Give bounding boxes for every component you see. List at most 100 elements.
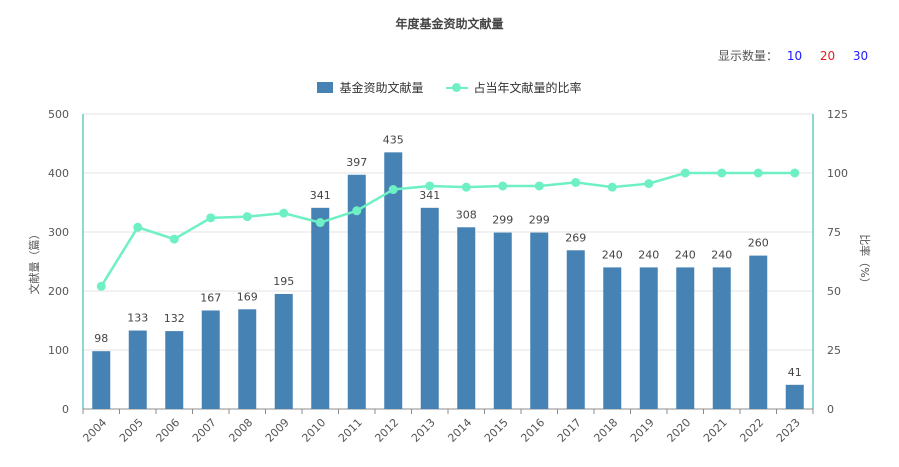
bar-value-label: 132 [164, 312, 185, 325]
x-tick-label: 2015 [482, 416, 511, 445]
bar [493, 232, 512, 409]
bar-value-label: 41 [788, 366, 802, 379]
legend-line-label: 占当年文献量的比率 [473, 81, 582, 95]
chart-title: 年度基金资助文献量 [395, 17, 504, 31]
bar-value-label: 299 [492, 214, 513, 227]
bar [347, 174, 366, 409]
bar [384, 152, 403, 409]
bar-value-label: 299 [529, 214, 550, 227]
x-tick-label: 2012 [372, 416, 401, 445]
bar-value-label: 341 [310, 189, 331, 202]
x-tick-label: 2022 [737, 416, 766, 445]
rate-point [352, 206, 362, 216]
bar [639, 267, 658, 409]
bar-value-label: 133 [127, 312, 148, 325]
bar [457, 227, 476, 409]
bar-value-label: 195 [273, 275, 294, 288]
count-option-10[interactable]: 10 [786, 48, 803, 63]
x-tick-label: 2019 [628, 416, 657, 445]
x-tick-label: 2005 [117, 416, 146, 445]
rate-point [242, 212, 252, 222]
rate-point [644, 179, 654, 189]
bar [311, 207, 330, 409]
x-tick-label: 2017 [555, 416, 584, 445]
bar-value-label: 167 [200, 291, 221, 304]
legend-item-line[interactable]: 占当年文献量的比率 [445, 79, 582, 96]
rate-point [206, 213, 216, 223]
chart-legend: 基金资助文献量 占当年文献量的比率 [0, 79, 899, 96]
bar-value-label: 260 [748, 237, 769, 250]
y2-tick-label: 0 [827, 403, 834, 416]
bar [238, 309, 257, 409]
bar [92, 351, 111, 409]
x-tick-label: 2021 [701, 416, 730, 445]
bar [165, 331, 184, 409]
rate-point [96, 281, 106, 291]
bar-value-label: 341 [419, 189, 440, 202]
legend-bar-swatch [317, 82, 334, 93]
y-tick-label: 200 [48, 285, 69, 298]
y2-tick-label: 125 [827, 108, 848, 121]
y2-tick-label: 25 [827, 344, 841, 357]
rate-point [534, 181, 544, 191]
legend-line-swatch [445, 82, 468, 93]
x-tick-label: 2009 [263, 416, 292, 445]
x-tick-label: 2014 [445, 416, 474, 445]
x-tick-label: 2011 [336, 416, 365, 445]
bar [530, 232, 549, 409]
rate-point [388, 185, 398, 195]
x-tick-label: 2008 [226, 416, 255, 445]
bar-value-label: 397 [346, 156, 367, 169]
bar [712, 267, 731, 409]
rate-point [790, 168, 800, 178]
bar [603, 267, 622, 409]
x-tick-label: 2006 [153, 416, 182, 445]
rate-point [279, 208, 289, 218]
bar [785, 384, 804, 409]
x-tick-label: 2007 [190, 416, 219, 445]
bar-value-label: 240 [675, 248, 696, 261]
legend-bar-label: 基金资助文献量 [339, 81, 424, 95]
x-tick-label: 2013 [409, 416, 438, 445]
bar [201, 310, 220, 409]
display-count-label: 显示数量： [717, 49, 778, 63]
y2-tick-label: 75 [827, 226, 841, 239]
bar-value-label: 169 [237, 290, 258, 303]
rate-point [717, 168, 727, 178]
rate-point [607, 182, 617, 192]
bar [676, 267, 695, 409]
bar [749, 255, 768, 409]
rate-point [425, 181, 435, 191]
bar-value-label: 240 [711, 248, 732, 261]
x-tick-label: 2016 [518, 416, 547, 445]
rate-point [498, 181, 508, 191]
y-axis-title: 文献量（篇） [27, 229, 41, 295]
x-tick-label: 2010 [299, 416, 328, 445]
count-option-20[interactable]: 20 [819, 48, 836, 63]
y2-tick-label: 100 [827, 167, 848, 180]
rate-line [100, 171, 795, 287]
y-tick-label: 0 [62, 403, 69, 416]
y-tick-label: 500 [48, 108, 69, 121]
count-option-30[interactable]: 30 [852, 48, 869, 63]
rate-point [753, 168, 763, 178]
bar-value-label: 240 [638, 248, 659, 261]
y2-tick-label: 50 [827, 285, 841, 298]
rate-point [461, 182, 471, 192]
y-tick-label: 400 [48, 167, 69, 180]
bar-value-label: 269 [565, 231, 586, 244]
x-tick-label: 2020 [664, 416, 693, 445]
y2-axis-title: 比率（%） [858, 234, 872, 288]
bar [566, 250, 585, 409]
display-count-selector: 显示数量： 10 20 30 [718, 47, 877, 64]
x-tick-label: 2023 [774, 416, 803, 445]
bar-value-label: 308 [456, 208, 477, 221]
y-tick-label: 300 [48, 226, 69, 239]
rate-point [133, 222, 143, 232]
legend-item-bar[interactable]: 基金资助文献量 [317, 79, 424, 96]
bar [420, 207, 439, 409]
bar [128, 330, 147, 409]
rate-point [315, 218, 325, 228]
bar-value-label: 240 [602, 248, 623, 261]
